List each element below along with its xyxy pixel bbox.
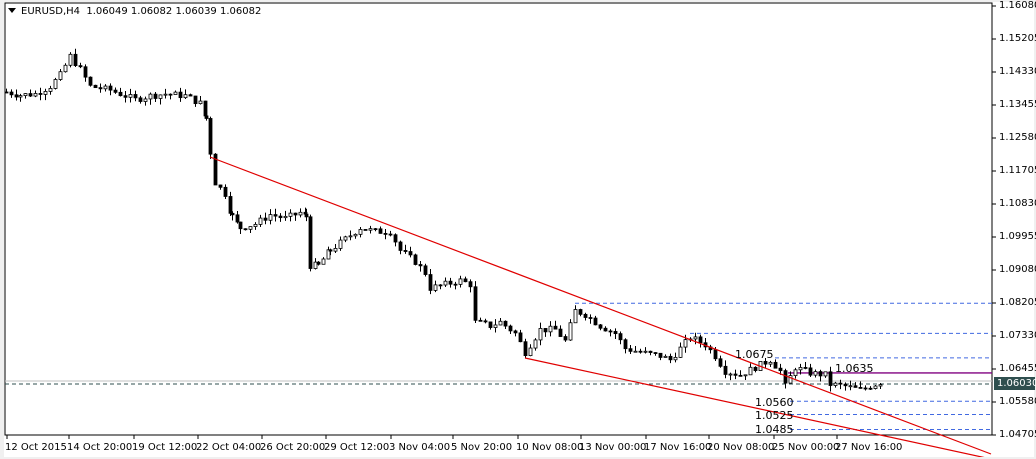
lower-trendline[interactable] (524, 357, 991, 457)
price-tick: 1.11705 (999, 165, 1036, 176)
price-tick: 1.10830 (999, 198, 1036, 209)
price-tick: 1.14330 (999, 66, 1036, 77)
time-tick: 19 Oct 12:00 (132, 442, 198, 453)
price-tick: 1.04705 (999, 429, 1036, 440)
time-tick: 14 Oct 20:00 (67, 442, 133, 453)
level-label-1: 1.0675 (735, 348, 774, 361)
upper-trendline[interactable] (209, 156, 992, 455)
time-tick: 5 Nov 20:00 (451, 442, 513, 453)
time-tick: 10 Nov 08:00 (516, 442, 584, 453)
current-price-badge: 1.06030 (994, 377, 1036, 390)
price-tick: 1.07330 (999, 330, 1036, 341)
price-tick: 1.13455 (999, 99, 1036, 110)
plot-border (4, 2, 993, 436)
time-tick: 12 Oct 2015 (5, 442, 67, 453)
price-tick: 1.08205 (999, 297, 1036, 308)
time-tick: 17 Nov 16:00 (644, 442, 712, 453)
time-tick: 3 Nov 04:00 (389, 442, 451, 453)
time-tick: 13 Nov 00:00 (579, 442, 647, 453)
price-tick: 1.16080 (999, 0, 1036, 11)
chart-header: EURUSD,H4 1.06049 1.06082 1.06039 1.0608… (8, 6, 261, 17)
price-tick: 1.05580 (999, 396, 1036, 407)
time-tick: 27 Nov 16:00 (835, 442, 903, 453)
time-tick: 29 Oct 12:00 (324, 442, 390, 453)
collapse-triangle-icon[interactable] (8, 8, 16, 13)
time-tick: 26 Oct 20:00 (260, 442, 326, 453)
level-label-3: 1.0560 (755, 396, 794, 409)
level-label-5: 1.0485 (755, 423, 794, 436)
time-tick: 25 Nov 00:00 (772, 442, 840, 453)
time-tick: 20 Nov 08:00 (707, 442, 775, 453)
chart-canvas[interactable] (4, 2, 1034, 457)
level-label-4: 1.0525 (755, 409, 794, 422)
price-tick: 1.09955 (999, 231, 1036, 242)
price-tick: 1.12580 (999, 132, 1036, 143)
symbol-label: EURUSD,H4 (21, 6, 81, 17)
price-tick: 1.06455 (999, 363, 1036, 374)
ohlc-values: 1.06049 1.06082 1.06039 1.06082 (86, 6, 262, 17)
price-tick: 1.09080 (999, 264, 1036, 275)
price-tick: 1.15205 (999, 33, 1036, 44)
time-tick: 22 Oct 04:00 (196, 442, 262, 453)
price-chart[interactable] (4, 2, 1034, 457)
level-label-2: 1.0635 (835, 362, 874, 375)
